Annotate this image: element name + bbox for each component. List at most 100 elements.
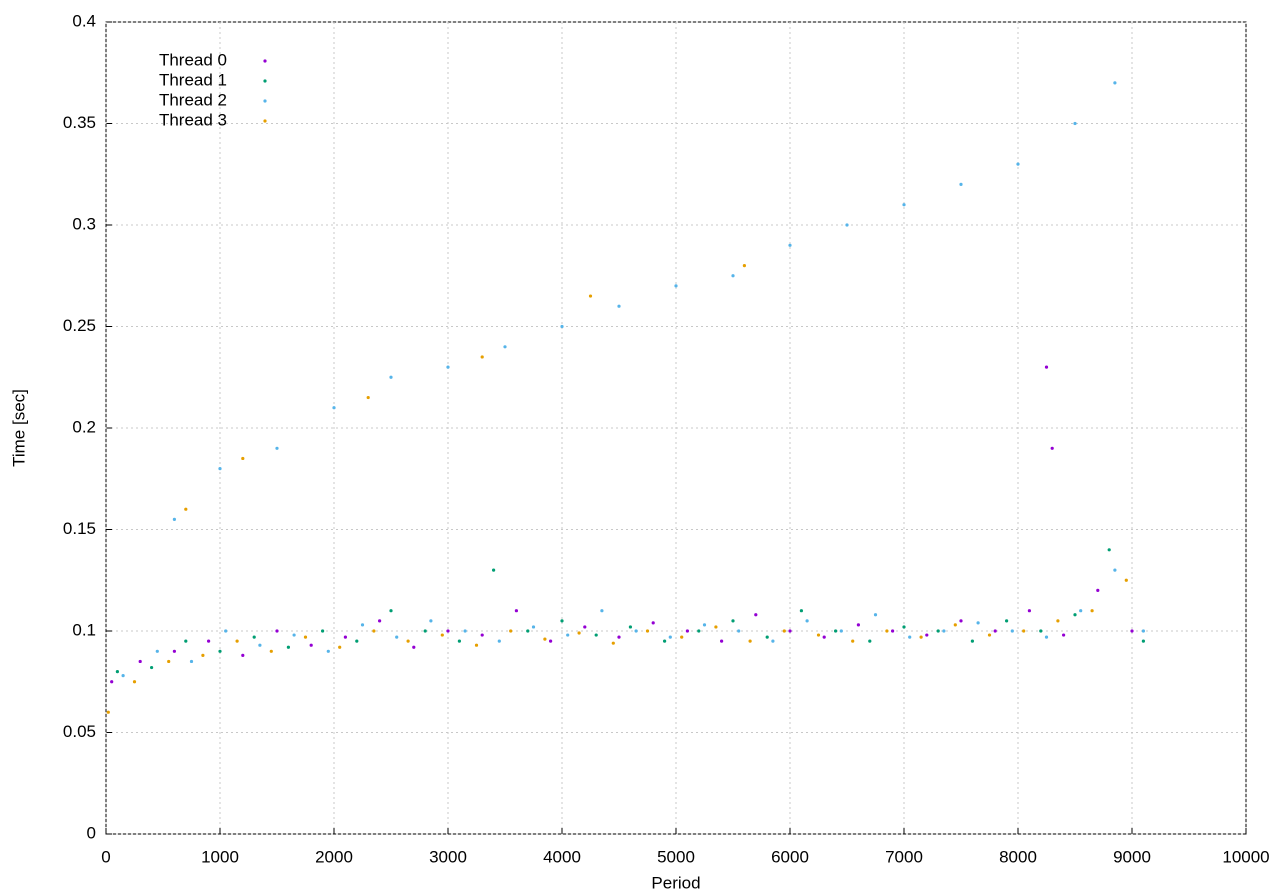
point: [378, 619, 382, 623]
point: [326, 649, 330, 653]
point: [184, 639, 188, 643]
point: [959, 182, 963, 186]
point: [132, 680, 137, 684]
point: [674, 284, 678, 288]
point: [697, 629, 701, 633]
legend-marker: [263, 59, 267, 63]
point: [845, 223, 849, 227]
x-tick-label: 0: [101, 847, 110, 866]
point: [269, 649, 273, 653]
x-tick-label: 9000: [1113, 847, 1151, 866]
x-tick-label: 7000: [885, 847, 923, 866]
point: [560, 619, 564, 623]
point: [446, 629, 450, 633]
point: [412, 645, 416, 649]
point: [594, 633, 598, 637]
point: [685, 629, 690, 633]
point: [851, 639, 855, 643]
point: [771, 639, 775, 643]
x-tick-label: 3000: [429, 847, 467, 866]
point: [106, 710, 110, 714]
point: [189, 659, 194, 664]
point: [1050, 446, 1054, 450]
point: [1044, 635, 1049, 639]
point: [155, 649, 159, 653]
point: [1096, 588, 1100, 593]
point: [754, 613, 758, 617]
y-axis-label: Time [sec]: [9, 389, 28, 467]
point: [1130, 629, 1134, 633]
point: [617, 635, 621, 639]
y-tick-label: 0.15: [63, 519, 96, 538]
x-tick-label: 5000: [657, 847, 695, 866]
point: [338, 645, 342, 649]
y-tick-label: 0.1: [72, 620, 96, 639]
point: [873, 613, 878, 617]
y-tick-label: 0.4: [72, 11, 96, 30]
point: [1022, 629, 1026, 633]
point: [503, 345, 507, 349]
x-tick-label: 2000: [315, 847, 353, 866]
point: [822, 635, 826, 639]
point: [1062, 633, 1066, 637]
x-tick-label: 8000: [999, 847, 1037, 866]
point: [680, 635, 684, 639]
point: [748, 639, 752, 643]
point: [1113, 568, 1117, 572]
point: [395, 635, 399, 639]
point: [150, 665, 154, 670]
point: [600, 609, 604, 613]
y-tick-label: 0.25: [63, 316, 96, 335]
point: [987, 633, 992, 637]
point: [891, 629, 895, 633]
point: [172, 649, 176, 653]
point: [343, 635, 347, 639]
point: [908, 635, 912, 639]
x-tick-label: 1000: [201, 847, 239, 866]
point: [1113, 81, 1117, 85]
point: [566, 633, 570, 637]
point: [1141, 629, 1145, 633]
point: [993, 629, 997, 633]
point: [560, 324, 564, 329]
point: [668, 635, 672, 639]
legend-marker: [263, 119, 267, 123]
point: [953, 623, 957, 627]
point: [702, 623, 707, 627]
point: [839, 629, 843, 633]
point: [480, 633, 484, 637]
legend-label: Thread 0: [159, 50, 227, 69]
point: [172, 517, 176, 521]
point: [372, 629, 376, 633]
point: [617, 304, 621, 308]
point: [1079, 609, 1083, 613]
point: [366, 395, 370, 400]
point: [1107, 548, 1111, 552]
point: [543, 637, 547, 641]
point: [115, 670, 119, 674]
point: [834, 629, 838, 633]
point: [1016, 162, 1020, 166]
point: [731, 274, 735, 278]
point: [549, 639, 553, 643]
point: [218, 467, 222, 471]
point: [224, 629, 228, 633]
point: [959, 619, 963, 623]
point: [1073, 121, 1077, 126]
legend-label: Thread 2: [159, 90, 227, 109]
point: [816, 633, 821, 637]
point: [429, 619, 433, 623]
x-tick-label: 4000: [543, 847, 581, 866]
point: [480, 355, 484, 359]
point: [577, 631, 581, 635]
point: [1005, 619, 1009, 623]
point: [714, 625, 718, 629]
legend-marker: [263, 79, 267, 83]
point: [258, 643, 262, 647]
point: [588, 294, 593, 298]
point: [275, 446, 279, 450]
point: [110, 680, 114, 684]
point: [309, 643, 313, 647]
